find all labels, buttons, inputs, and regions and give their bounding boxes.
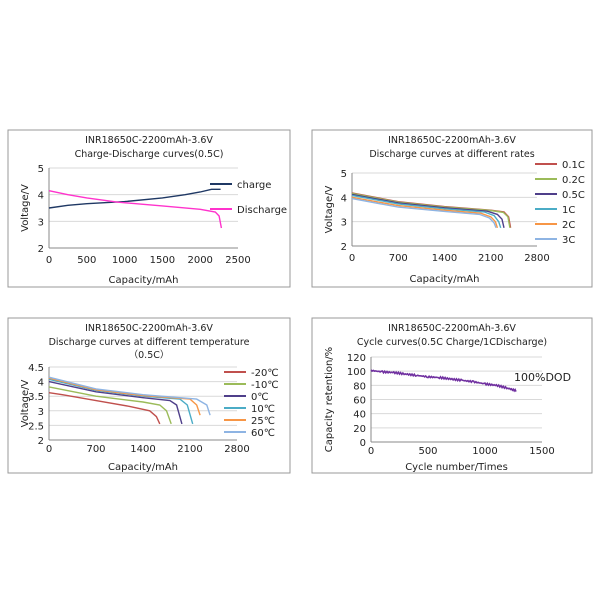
y-axis-label: Voltage/V xyxy=(324,185,335,233)
y-axis-label: Capacity retention/% xyxy=(324,347,335,452)
x-tick-label: 500 xyxy=(77,255,96,266)
chart-title: INR18650C-2200mAh-3.6V xyxy=(85,323,213,334)
chart-subtitle: Cycle curves(0.5C Charge/1CDischarge) xyxy=(357,337,547,348)
x-axis-label: Cycle number/Times xyxy=(405,462,508,473)
x-axis-label: Capacity/mAh xyxy=(109,275,179,286)
series-line-2C xyxy=(351,196,499,229)
y-tick-label: 2 xyxy=(38,436,44,447)
y-tick-label: 80 xyxy=(353,381,366,392)
series-line-60℃ xyxy=(48,376,211,416)
x-tick-label: 500 xyxy=(418,446,437,457)
chart-title: INR18650C-2200mAh-3.6V xyxy=(85,135,213,146)
x-tick-label: 1000 xyxy=(472,446,497,457)
chart-1: INR18650C-2200mAh-3.6V Charge-Discharge c… xyxy=(7,129,291,288)
legend-label: charge xyxy=(237,180,271,191)
x-axis-label: Capacity/mAh xyxy=(410,274,480,285)
legend-label: 0.5C xyxy=(562,190,585,201)
legend-label: -10℃ xyxy=(251,380,279,391)
x-tick-label: 0 xyxy=(349,253,355,264)
legend-label: 1C xyxy=(562,205,575,216)
y-tick-label: 4.5 xyxy=(28,363,44,374)
x-tick-label: 1500 xyxy=(150,255,175,266)
y-tick-label: 3 xyxy=(341,218,347,229)
y-tick-label: 120 xyxy=(347,353,366,364)
legend-label: 3C xyxy=(562,235,575,246)
chart-subtitle: Discharge curves at different rates xyxy=(369,149,534,160)
chart-frame xyxy=(311,317,593,474)
legend-label: 60℃ xyxy=(251,428,275,439)
y-tick-label: 0 xyxy=(360,438,366,449)
x-tick-label: 700 xyxy=(389,253,408,264)
x-tick-label: 700 xyxy=(86,444,105,455)
x-axis-label: Capacity/mAh xyxy=(108,462,178,473)
series-line-25℃ xyxy=(48,377,201,416)
x-tick-label: 2500 xyxy=(225,255,250,266)
y-tick-label: 4 xyxy=(38,191,44,202)
chart-title: INR18650C-2200mAh-3.6V xyxy=(388,323,516,334)
x-tick-label: 2000 xyxy=(187,255,212,266)
x-tick-label: 1000 xyxy=(112,255,137,266)
legend-label: 0.1C xyxy=(562,160,585,171)
chart-subtitle: Charge-Discharge curves(0.5C) xyxy=(75,149,224,160)
series-line--10℃ xyxy=(48,386,172,425)
x-tick-label: 0 xyxy=(46,255,52,266)
x-tick-label: 1400 xyxy=(130,444,155,455)
y-tick-label: 5 xyxy=(341,169,347,180)
y-tick-label: 2 xyxy=(341,242,347,253)
chart-subtitle: （0.5C） xyxy=(129,349,170,361)
y-tick-label: 4 xyxy=(341,193,347,204)
x-tick-label: 1500 xyxy=(529,446,554,457)
legend-label: 2C xyxy=(562,220,575,231)
annotation-label: 100%DOD xyxy=(514,371,571,384)
legend-label: Discharge xyxy=(237,205,287,216)
y-axis-label: Voltage/V xyxy=(20,379,31,427)
chart-title: INR18650C-2200mAh-3.6V xyxy=(388,135,516,146)
x-tick-label: 0 xyxy=(368,446,374,457)
chart-frame xyxy=(7,129,291,288)
chart-subtitle: Discharge curves at different temperatur… xyxy=(49,337,250,348)
chart-3: INR18650C-2200mAh-3.6V Discharge curves a… xyxy=(7,317,291,474)
series-line-0.5C xyxy=(351,193,505,228)
y-tick-label: 4 xyxy=(38,378,44,389)
legend-label: 10℃ xyxy=(251,404,275,415)
x-tick-label: 2800 xyxy=(224,444,249,455)
y-tick-label: 2.5 xyxy=(28,421,44,432)
chart-4: INR18650C-2200mAh-3.6V Cycle curves(0.5C … xyxy=(311,317,593,474)
y-tick-label: 3 xyxy=(38,217,44,228)
legend-label: -20℃ xyxy=(251,368,279,379)
y-tick-label: 3.5 xyxy=(28,392,44,403)
series-line-Discharge xyxy=(48,190,223,229)
y-tick-label: 100 xyxy=(347,367,366,378)
legend-label: 25℃ xyxy=(251,416,275,427)
x-tick-label: 0 xyxy=(46,444,52,455)
series-line-1C xyxy=(351,194,502,229)
legend-label: 0.2C xyxy=(562,175,585,186)
x-tick-label: 2100 xyxy=(478,253,503,264)
series-line-cycle xyxy=(370,369,517,393)
x-tick-label: 2800 xyxy=(524,253,549,264)
y-tick-label: 5 xyxy=(38,164,44,175)
x-tick-label: 2100 xyxy=(177,444,202,455)
y-axis-label: Voltage/V xyxy=(20,184,31,232)
series-line-0℃ xyxy=(48,380,183,425)
series-line-charge xyxy=(48,188,221,209)
series-line-3C xyxy=(351,197,497,229)
chart-2: INR18650C-2200mAh-3.6V Discharge curves a… xyxy=(311,129,593,288)
x-tick-label: 1400 xyxy=(432,253,457,264)
y-tick-label: 60 xyxy=(353,396,366,407)
y-tick-label: 3 xyxy=(38,407,44,418)
y-tick-label: 2 xyxy=(38,244,44,255)
series-line--20℃ xyxy=(48,392,161,425)
legend-label: 0℃ xyxy=(251,392,269,403)
y-tick-label: 20 xyxy=(353,424,366,435)
y-tick-label: 40 xyxy=(353,410,366,421)
